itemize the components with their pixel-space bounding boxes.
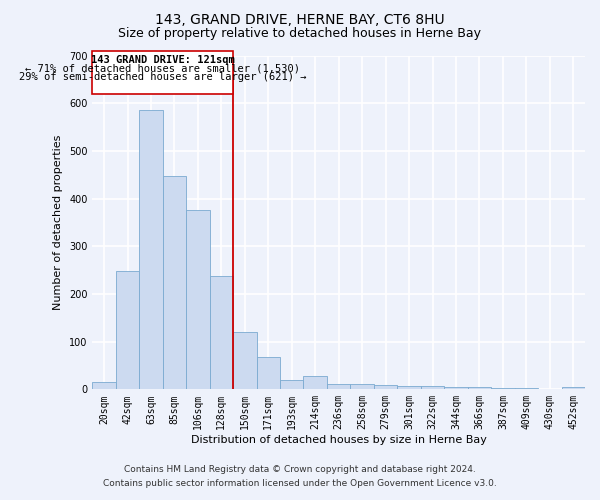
Bar (163, 176, 186, 390)
Bar (116, 271, 139, 390)
Bar (257, 357, 280, 390)
Bar (374, 385, 397, 390)
Bar (397, 386, 421, 390)
Y-axis label: Number of detached properties: Number of detached properties (53, 134, 64, 310)
Bar (467, 387, 491, 390)
Text: 143, GRAND DRIVE, HERNE BAY, CT6 8HU: 143, GRAND DRIVE, HERNE BAY, CT6 8HU (155, 12, 445, 26)
Bar (233, 332, 257, 390)
Text: 29% of semi-detached houses are larger (621) →: 29% of semi-detached houses are larger (… (19, 72, 307, 82)
Bar (444, 387, 467, 390)
Bar (491, 388, 515, 390)
Bar (186, 210, 209, 390)
Bar (92, 382, 116, 390)
Bar (350, 384, 374, 390)
X-axis label: Distribution of detached houses by size in Herne Bay: Distribution of detached houses by size … (191, 435, 487, 445)
FancyBboxPatch shape (92, 50, 233, 94)
Bar (562, 387, 585, 390)
Bar (280, 380, 304, 390)
Bar (139, 110, 163, 390)
Text: 143 GRAND DRIVE: 121sqm: 143 GRAND DRIVE: 121sqm (91, 54, 235, 64)
Text: Contains HM Land Registry data © Crown copyright and database right 2024.
Contai: Contains HM Land Registry data © Crown c… (103, 466, 497, 487)
Bar (209, 276, 233, 390)
Bar (327, 384, 350, 390)
Text: Size of property relative to detached houses in Herne Bay: Size of property relative to detached ho… (119, 28, 482, 40)
Bar (304, 376, 327, 390)
Text: ← 71% of detached houses are smaller (1,530): ← 71% of detached houses are smaller (1,… (25, 63, 300, 73)
Bar (421, 386, 444, 390)
Bar (515, 388, 538, 390)
